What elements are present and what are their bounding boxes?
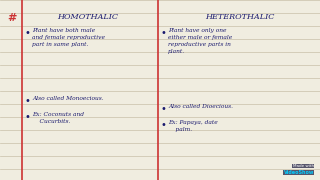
Text: HETEROTHALIC: HETEROTHALIC xyxy=(205,13,275,21)
Text: VideoShow: VideoShow xyxy=(284,170,314,175)
Text: •: • xyxy=(161,28,167,38)
Text: Also called Monoecious.: Also called Monoecious. xyxy=(32,96,104,101)
Text: HOMOTHALIC: HOMOTHALIC xyxy=(58,13,118,21)
Text: Plant have only one
either male or female
reproductive parts in
plant.: Plant have only one either male or femal… xyxy=(168,28,232,54)
Text: Ex: Coconuts and
    Cucurbits.: Ex: Coconuts and Cucurbits. xyxy=(32,112,84,124)
Text: Also called Dioecious.: Also called Dioecious. xyxy=(168,104,233,109)
Text: •: • xyxy=(161,104,167,114)
Text: •: • xyxy=(161,120,167,130)
Text: •: • xyxy=(25,28,31,38)
Text: •: • xyxy=(25,96,31,106)
Text: •: • xyxy=(25,112,31,122)
Text: Ex: Papaya, date
    palm.: Ex: Papaya, date palm. xyxy=(168,120,218,132)
Text: Plant have both male
and female reproductive
part in same plant.: Plant have both male and female reproduc… xyxy=(32,28,105,47)
Text: #: # xyxy=(7,13,17,23)
Text: Made with: Made with xyxy=(293,164,314,168)
